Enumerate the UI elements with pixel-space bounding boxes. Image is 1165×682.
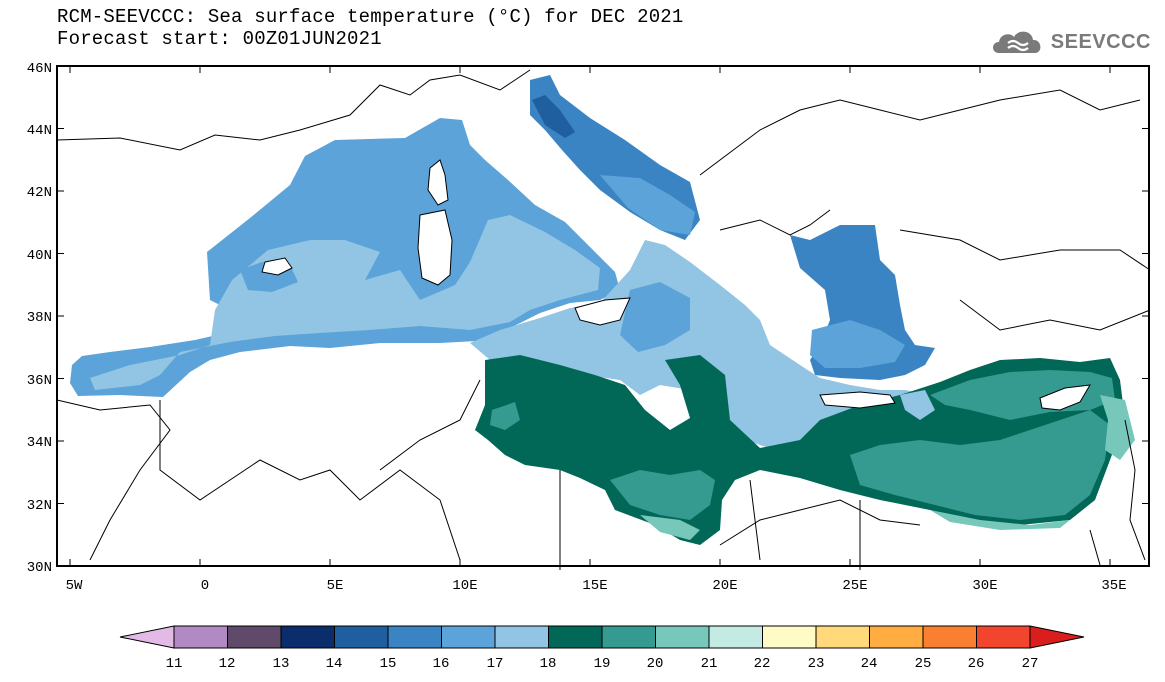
colorbar-label: 25 xyxy=(915,656,932,672)
mallorca xyxy=(261,257,293,276)
colorbar-box xyxy=(280,625,335,649)
cyprus xyxy=(1039,384,1091,411)
lon-label: 10E xyxy=(452,578,477,594)
sidra-sst-20 xyxy=(610,470,715,520)
lat-label: 44N xyxy=(27,123,52,139)
sidra-sst-21 xyxy=(640,515,700,540)
forecast-start-subtitle: Forecast start: 00Z01JUN2021 xyxy=(57,28,382,50)
adriatic-sst-16 xyxy=(600,175,695,235)
lon-label: 20E xyxy=(712,578,737,594)
colorbar-box xyxy=(976,625,1031,649)
colorbar-label: 20 xyxy=(647,656,664,672)
cloud-logo-icon xyxy=(992,31,1041,53)
map-title: RCM-SEEVCCC: Sea surface temperature (°C… xyxy=(57,6,684,28)
levantine-sst-20-north xyxy=(930,370,1115,420)
colorbar-box xyxy=(815,625,870,649)
lat-label: 32N xyxy=(27,498,52,514)
ionian-sst-17 xyxy=(470,240,935,455)
crete-area-sst-17 xyxy=(900,390,935,420)
colorbar-box xyxy=(655,625,710,649)
colorbar-label: 19 xyxy=(594,656,611,672)
colorbar-label: 14 xyxy=(326,656,343,672)
colorbar-label: 16 xyxy=(433,656,450,672)
colorbar-label: 15 xyxy=(380,656,397,672)
colorbar-label: 13 xyxy=(273,656,290,672)
lat-label: 36N xyxy=(27,373,52,389)
colorbar-label: 18 xyxy=(540,656,557,672)
lon-label: 30E xyxy=(972,578,997,594)
colorbar-box xyxy=(441,625,496,649)
sardinia xyxy=(417,209,453,286)
logo-text: SEEVCCC xyxy=(1050,30,1151,53)
colorbar-low-triangle xyxy=(119,625,175,649)
lon-label: 5E xyxy=(327,578,344,594)
lat-label: 46N xyxy=(27,61,52,77)
longitude-labels: 5W 0 5E 10E 15E 20E 25E 30E 35E xyxy=(66,578,1127,594)
colorbar-label: 24 xyxy=(861,656,878,672)
seevccc-logo: SEEVCCC xyxy=(989,24,1151,60)
colorbar: 11 12 13 14 15 16 17 18 19 20 21 22 23 2… xyxy=(119,625,1085,672)
colorbar-label: 27 xyxy=(1022,656,1039,672)
colorbar-label: 26 xyxy=(968,656,985,672)
lon-label: 5W xyxy=(66,578,83,594)
adriatic-sst-14 xyxy=(532,95,575,138)
western-med-sst-17 xyxy=(90,215,600,390)
levantine-sst-20 xyxy=(850,410,1110,520)
sea-surface-temperature-field xyxy=(70,75,1135,545)
colorbar-box xyxy=(869,625,924,649)
colorbar-box xyxy=(922,625,977,649)
tunisia-sst-20 xyxy=(490,402,520,430)
lon-label: 15E xyxy=(582,578,607,594)
lat-label: 34N xyxy=(27,435,52,451)
lon-label: 0 xyxy=(201,578,209,594)
lon-label: 25E xyxy=(842,578,867,594)
colorbar-label: 22 xyxy=(754,656,771,672)
corsica xyxy=(427,159,449,206)
colorbar-label: 23 xyxy=(808,656,825,672)
egypt-coast-sst-21 xyxy=(930,510,1070,530)
sicily xyxy=(574,297,631,326)
axis-ticks xyxy=(57,65,1149,567)
coastlines xyxy=(56,69,1151,570)
ionian-sst-16 xyxy=(620,282,690,352)
colorbar-box xyxy=(601,625,656,649)
colorbar-box xyxy=(173,625,228,649)
crete xyxy=(819,391,896,409)
colorbar-label: 17 xyxy=(487,656,504,672)
colorbar-box xyxy=(494,625,549,649)
colorbar-box xyxy=(548,625,603,649)
latitude-labels: 46N 44N 42N 40N 38N 36N 34N 32N 30N xyxy=(27,61,52,576)
lat-label: 40N xyxy=(27,248,52,264)
colorbar-box xyxy=(387,625,442,649)
lat-label: 42N xyxy=(27,185,52,201)
colorbar-box xyxy=(762,625,817,649)
colorbar-label: 12 xyxy=(219,656,236,672)
lat-label: 38N xyxy=(27,310,52,326)
lon-label: 35E xyxy=(1101,578,1126,594)
colorbar-box xyxy=(334,625,389,649)
colorbar-box xyxy=(708,625,763,649)
levant-coast-sst-21 xyxy=(1100,395,1135,460)
colorbar-box xyxy=(227,625,282,649)
colorbar-label: 21 xyxy=(701,656,718,672)
lat-label: 30N xyxy=(27,560,52,576)
colorbar-label: 11 xyxy=(166,656,183,672)
aegean-sst-16 xyxy=(810,320,905,368)
colorbar-high-triangle xyxy=(1029,625,1085,649)
